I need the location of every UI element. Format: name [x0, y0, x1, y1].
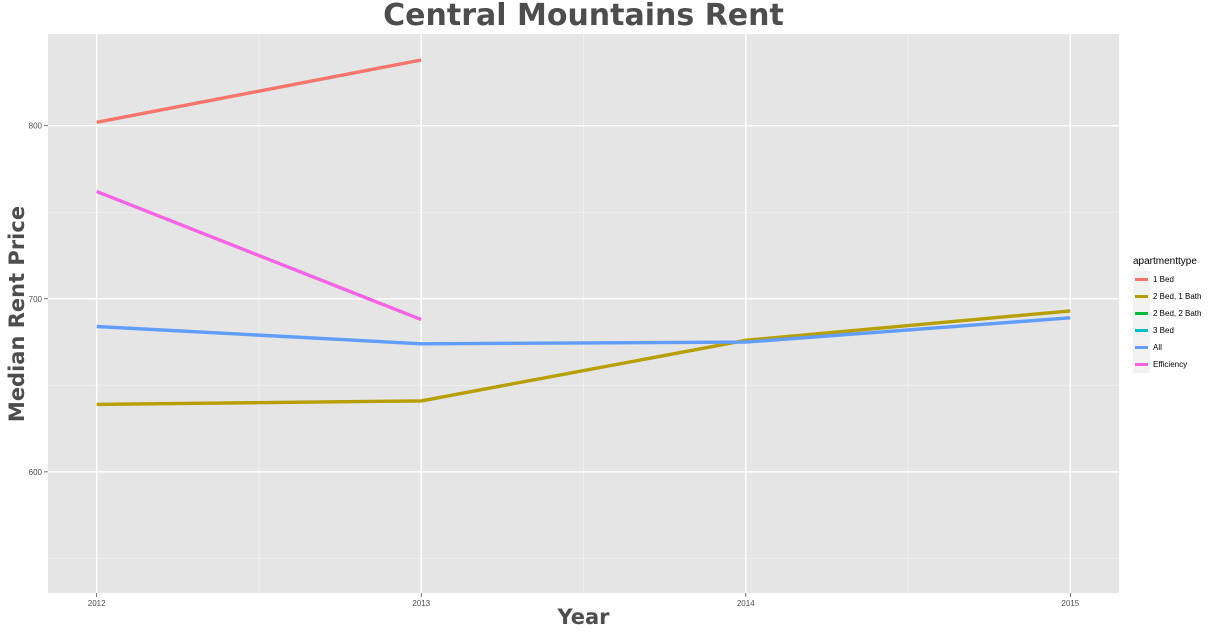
legend-swatch [1135, 363, 1148, 366]
legend-key [1133, 339, 1150, 356]
legend-label: 3 Bed [1153, 326, 1174, 335]
legend-item-1-bed: 1 Bed [1133, 271, 1201, 288]
legend-title: apartmenttype [1133, 256, 1197, 267]
x-tick-label: 2014 [737, 599, 755, 608]
legend-label: 2 Bed, 1 Bath [1153, 292, 1202, 301]
legend-swatch [1135, 312, 1148, 315]
legend-item-3-bed: 3 Bed [1133, 322, 1201, 339]
legend-item-efficiency: Efficiency [1133, 356, 1201, 373]
x-axis-title: Year [557, 605, 610, 629]
legend-label: All [1153, 343, 1162, 352]
legend-item-all: All [1133, 339, 1201, 356]
legend-label: 2 Bed, 2 Bath [1153, 309, 1202, 318]
legend-key [1133, 305, 1150, 322]
legend-key [1133, 322, 1150, 339]
legend-swatch [1135, 346, 1148, 349]
tick-labels: 2012 2013 2014 2015 600 700 800 [29, 122, 1080, 608]
legend: apartmenttype 1 Bed 2 Bed, 1 Bath 2 Bed, 2… [1133, 255, 1201, 373]
series-line-2-bed-1-bath [96, 309, 1071, 407]
legend-items: 1 Bed 2 Bed, 1 Bath 2 Bed, 2 Bath 3 Bed All E… [1133, 271, 1201, 373]
legend-label: Efficiency [1153, 360, 1188, 369]
x-tick-label: 2013 [412, 599, 430, 608]
chart-title: Central Mountains Rent [383, 0, 784, 33]
y-axis-title: Median Rent Price [5, 205, 29, 423]
legend-key [1133, 271, 1150, 288]
legend-swatch [1135, 329, 1148, 332]
legend-item-2-bed-1-bath: 2 Bed, 1 Bath [1133, 288, 1201, 305]
y-tick-label: 600 [29, 468, 43, 477]
x-tick-label: 2012 [88, 599, 106, 608]
series-line-efficiency [96, 189, 422, 322]
minor-gridlines [48, 34, 1119, 593]
series-line-all [96, 316, 1071, 346]
legend-label: 1 Bed [1153, 275, 1174, 284]
axis-ticks [44, 125, 1071, 597]
series-line-1-bed [96, 58, 422, 124]
legend-item-2-bed-2-bath: 2 Bed, 2 Bath [1133, 305, 1201, 322]
legend-swatch [1135, 278, 1148, 281]
series-lines [96, 58, 1071, 407]
legend-swatch [1135, 295, 1148, 298]
legend-key [1133, 288, 1150, 305]
x-tick-label: 2015 [1061, 599, 1079, 608]
y-tick-label: 700 [29, 295, 43, 304]
y-tick-label: 800 [29, 122, 43, 131]
major-gridlines [48, 34, 1119, 593]
legend-key [1133, 356, 1150, 373]
